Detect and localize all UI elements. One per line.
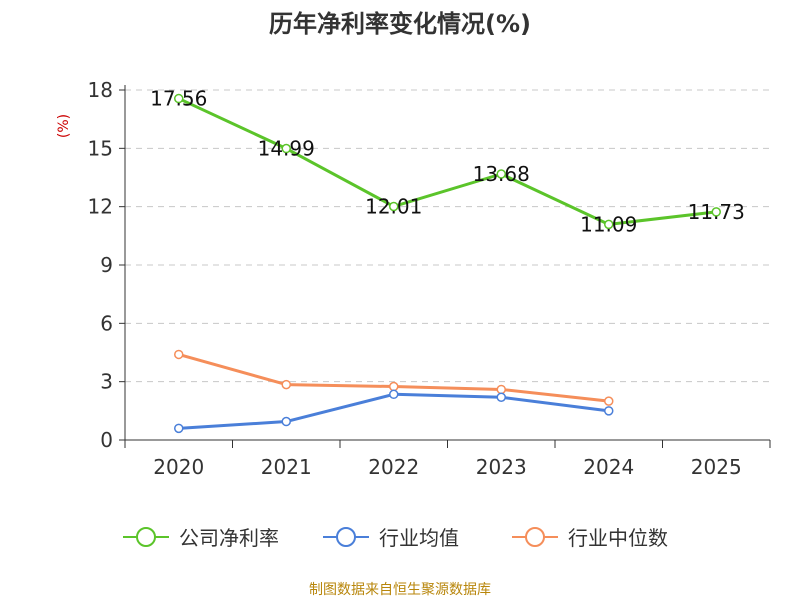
data-point-2 — [174, 423, 184, 434]
data-point-2 — [281, 416, 291, 427]
data-point-1 — [496, 169, 506, 179]
x-tick-label: 2021 — [261, 455, 312, 479]
data-point-1 — [389, 201, 399, 212]
y-tick-label: 3 — [100, 370, 113, 394]
y-tick-label: 6 — [100, 311, 113, 335]
y-tick-label: 15 — [88, 136, 113, 160]
data-point-1 — [711, 207, 721, 217]
x-tick-label: 2023 — [476, 455, 527, 479]
series-line-2 — [178, 392, 609, 430]
data-point-2 — [496, 392, 506, 402]
legend-label-3: 行业中位数 — [568, 526, 668, 550]
y-tick-label: 12 — [88, 195, 113, 219]
data-label: 11.73 — [688, 200, 745, 224]
source-note: 制图数据来自恒生聚源数据库 — [309, 582, 491, 598]
data-point-3 — [389, 381, 399, 392]
legend: 公司净利率 行业均值 行业中位数 — [123, 526, 668, 550]
data-point-1 — [281, 143, 291, 154]
series-line-1 — [178, 97, 717, 226]
data-label: 14.99 — [258, 137, 315, 161]
data-point-1 — [174, 93, 184, 104]
grid-lines — [125, 89, 770, 383]
data-label: 17.56 — [150, 87, 207, 111]
x-tick-label: 2025 — [691, 455, 742, 479]
y-tick-label: 9 — [100, 253, 113, 277]
y-tick-label: 18 — [88, 78, 113, 102]
x-tick-label: 2022 — [368, 455, 419, 479]
x-tick-label: 2024 — [583, 455, 634, 479]
legend-marker-2 — [336, 527, 356, 547]
data-label: 12.01 — [365, 194, 422, 218]
data-point-3 — [281, 379, 291, 390]
legend-label-2: 行业均值 — [379, 526, 459, 550]
legend-marker-3 — [525, 527, 545, 547]
chart-title: 历年净利率变化情况(%) — [269, 10, 531, 38]
data-label: 11.09 — [580, 212, 637, 236]
legend-marker-1 — [136, 527, 156, 547]
data-point-1 — [604, 219, 614, 230]
x-tick-label: 2020 — [153, 455, 204, 479]
series-group — [174, 93, 721, 434]
data-point-3 — [604, 396, 614, 406]
data-point-2 — [389, 389, 399, 400]
data-label: 13.68 — [473, 162, 530, 186]
data-labels: 17.56 14.99 12.01 13.68 11.09 11.73 — [150, 87, 745, 237]
y-tick-label: 0 — [100, 428, 113, 452]
data-point-3 — [174, 349, 184, 360]
legend-label-1: 公司净利率 — [179, 526, 279, 550]
data-point-3 — [496, 384, 506, 395]
y-axis-label: (%) — [56, 114, 72, 138]
axes: 0 3 6 9 12 15 18 2020 2021 2022 2023 2024 2025 — [88, 78, 771, 479]
data-point-2 — [604, 406, 614, 416]
